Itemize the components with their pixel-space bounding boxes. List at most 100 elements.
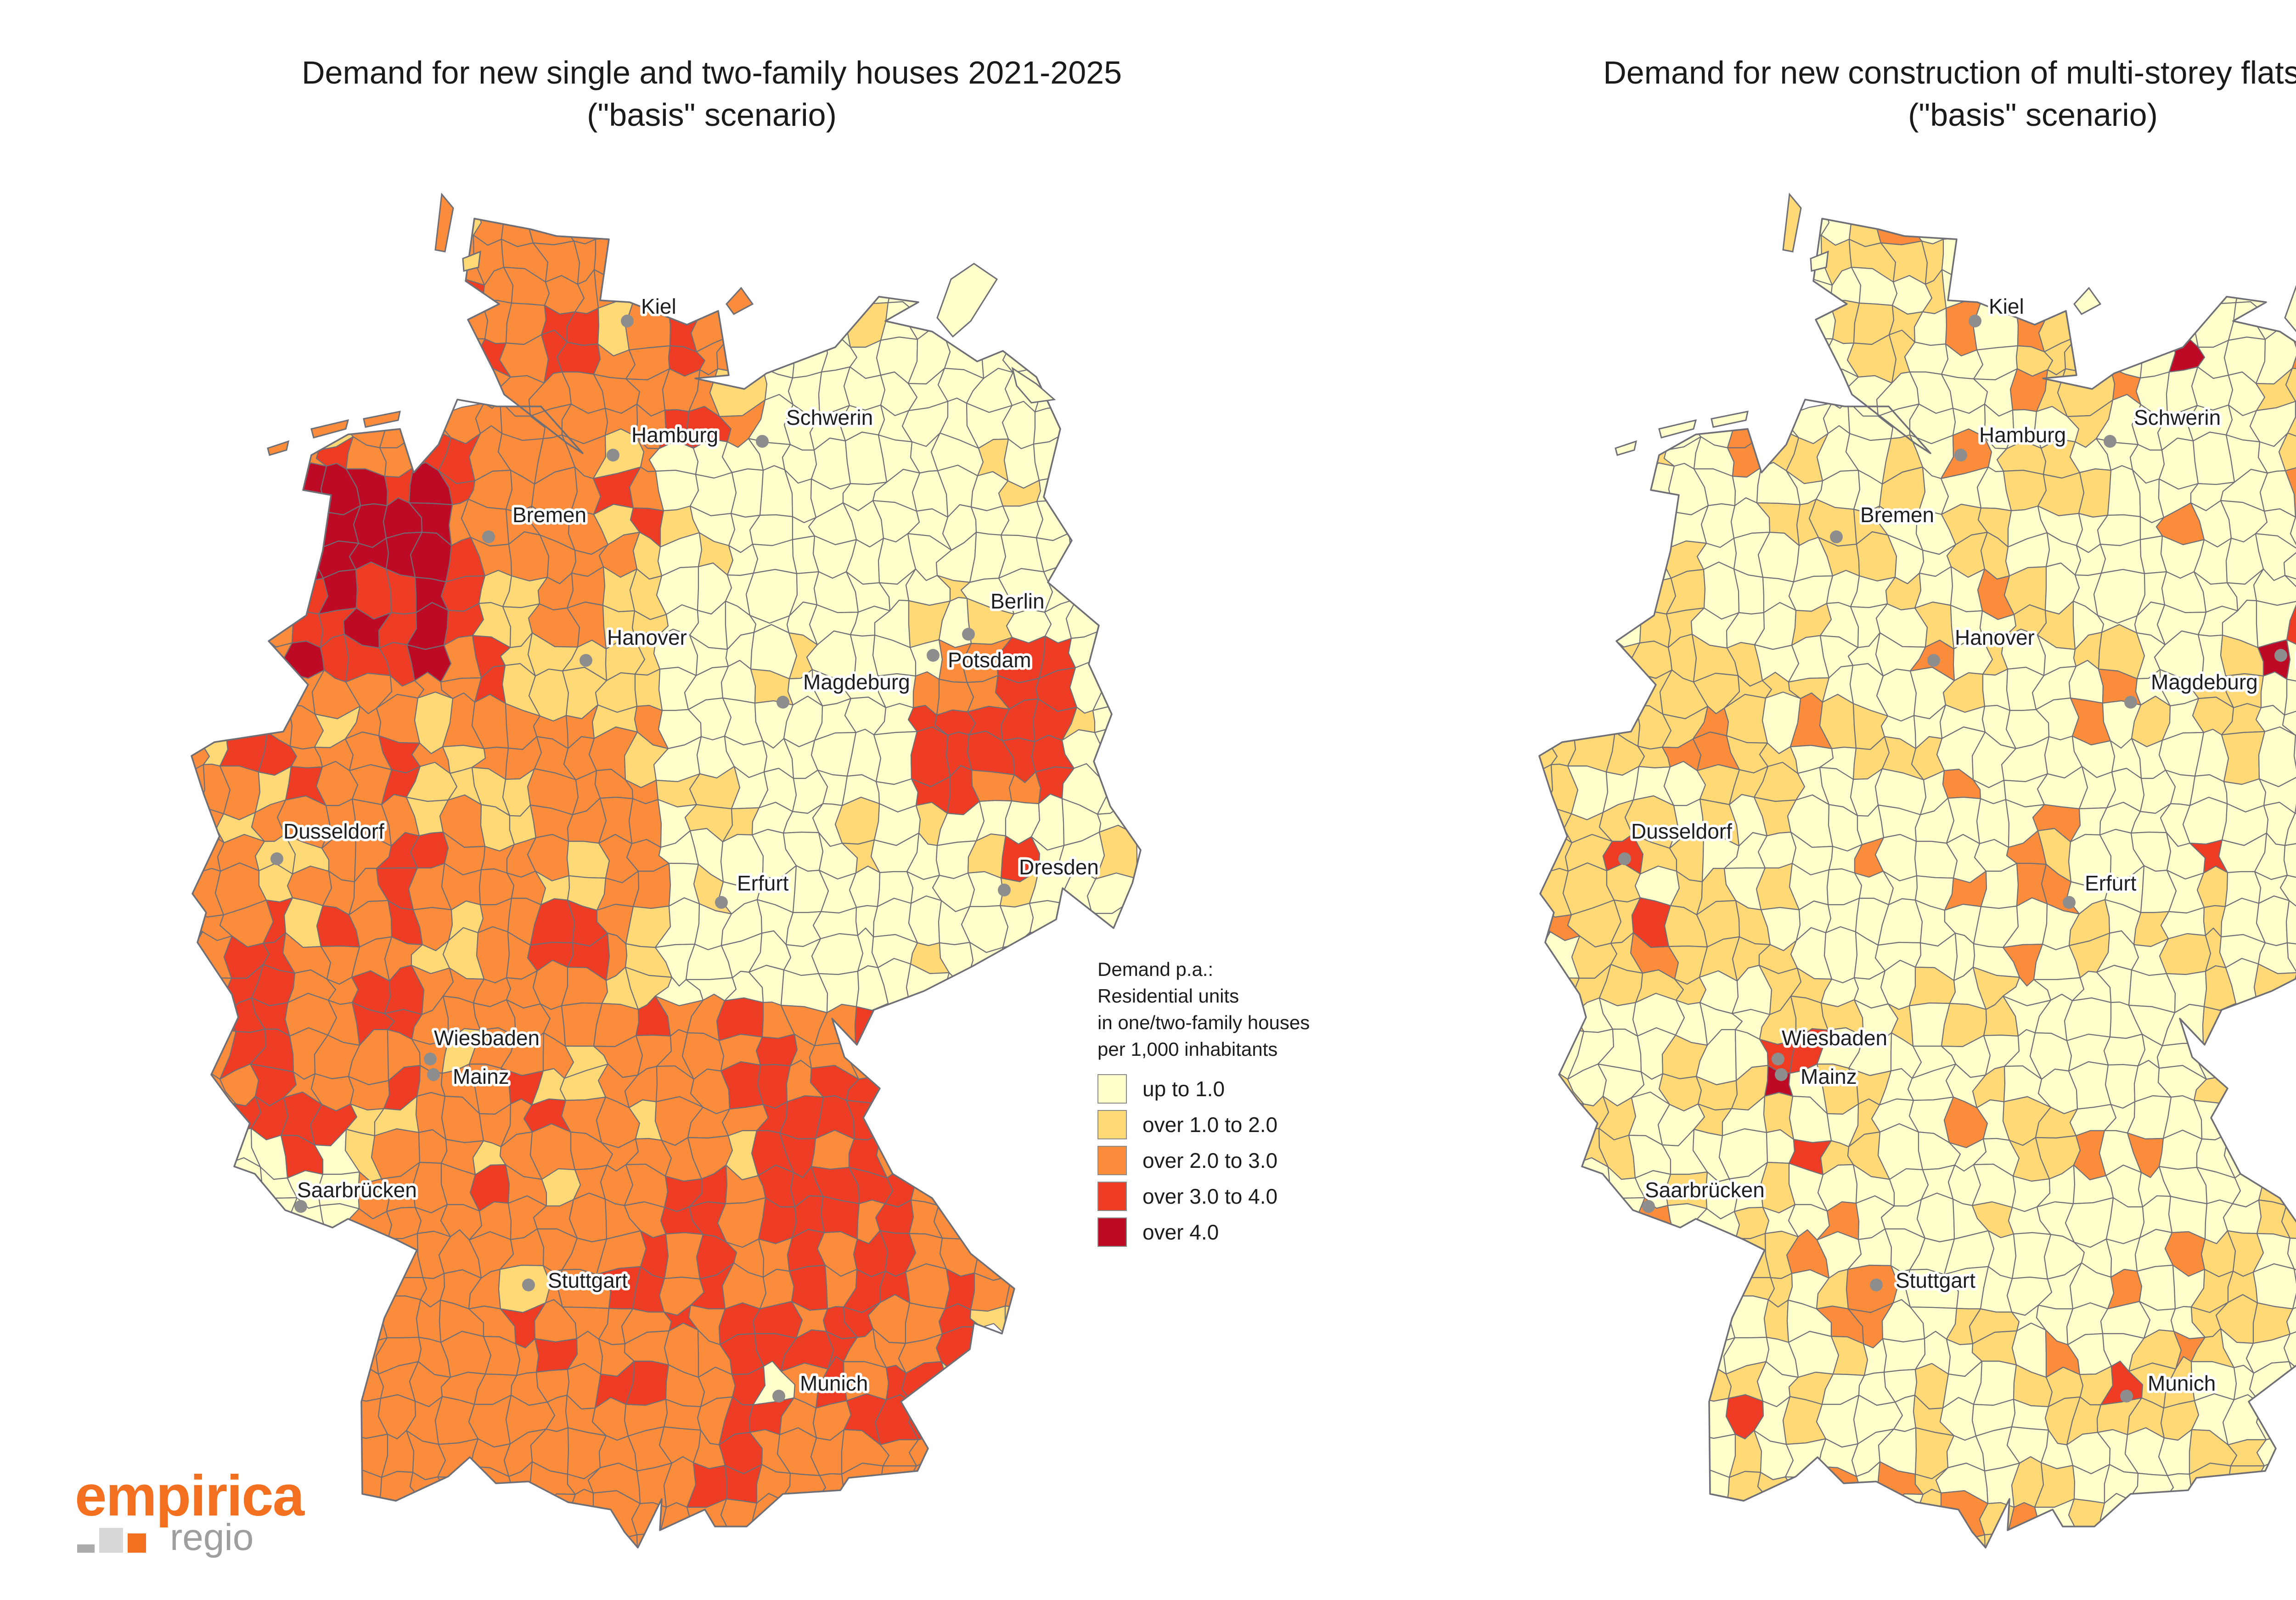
city-marker: [2120, 1390, 2133, 1403]
district-cell: [2253, 568, 2296, 606]
legend-swatch-class4: [1097, 1217, 1127, 1247]
district-cell: [2278, 432, 2296, 477]
city-label: Hamburg: [1979, 423, 2066, 447]
logo-brand-text: empirica: [75, 1464, 304, 1528]
city-label: Dusseldorf: [1631, 819, 1732, 843]
legend-item: over 1.0 to 2.0: [1097, 1107, 1382, 1143]
district-cell: [933, 1202, 983, 1240]
logo-bar-chart-icon: [77, 1526, 146, 1553]
country-outline: [1538, 218, 2296, 1549]
district-cell: [1632, 546, 1672, 583]
legend-item: over 2.0 to 3.0: [1097, 1143, 1382, 1178]
city-marker: [2124, 696, 2137, 709]
district-cell: [527, 219, 575, 246]
city-label: Erfurt: [737, 871, 789, 895]
city-label: Stuttgart: [1896, 1268, 1975, 1292]
city-marker: [522, 1279, 535, 1291]
legend-intro-line: in one/two-family houses: [1097, 1012, 1310, 1033]
city-marker: [1775, 1068, 1788, 1081]
city-layer: KielHamburgSchwerinBremenHanoverBerlinPo…: [1618, 292, 2296, 1403]
district-cell: [2103, 1033, 2146, 1067]
city-label: Berlin: [990, 589, 1045, 613]
district-cell: [1096, 601, 1126, 635]
district-cell: [1691, 1432, 1736, 1478]
district-cell: [1904, 341, 1949, 375]
title-line-1: Demand for new single and two-family hou…: [301, 55, 1122, 90]
city-label: Hanover: [1955, 625, 2035, 649]
district-cell: [439, 301, 489, 345]
legend-label: over 1.0 to 2.0: [1142, 1113, 1278, 1137]
district-cell: [1574, 1157, 1611, 1212]
district-cell: [1539, 899, 1551, 941]
map-title-houses: Demand for new single and two-family hou…: [161, 51, 1263, 136]
country-outline: [191, 218, 1142, 1549]
district-cell: [2279, 872, 2296, 913]
district-cell: [2258, 726, 2296, 788]
island: [1011, 366, 1056, 404]
city-marker: [270, 852, 283, 865]
city-label: Wiesbaden: [434, 1026, 540, 1050]
district-cell: [1095, 625, 1136, 671]
city-marker: [1969, 315, 1981, 327]
district-cell: [2284, 678, 2296, 716]
legend-label: over 4.0: [1142, 1220, 1219, 1244]
city-label: Schwerin: [2134, 406, 2221, 429]
district-cell: [1539, 764, 1553, 816]
district-cell: [1094, 726, 1137, 779]
island: [363, 411, 401, 428]
logo-sub-text: regio: [170, 1516, 254, 1558]
city-label: Magdeburg: [2151, 670, 2258, 694]
choropleth-map-flats: KielHamburgSchwerinBremenHanoverBerlinPo…: [1538, 192, 2296, 1549]
district-cell: [2283, 531, 2296, 583]
city-marker: [1870, 1279, 1883, 1291]
district-cell: [873, 731, 918, 785]
district-cell: [730, 468, 764, 518]
city-marker: [580, 654, 592, 667]
legend-swatch-class0: [1097, 1074, 1127, 1104]
district-cell: [2284, 575, 2296, 602]
district-cell: [1941, 237, 1979, 278]
district-cell: [2285, 367, 2296, 404]
city-layer: KielHamburgSchwerinBremenHanoverBerlinPo…: [270, 292, 1101, 1403]
district-mosaic: [191, 219, 1138, 1548]
city-marker: [1954, 449, 1967, 462]
city-marker: [2274, 649, 2287, 662]
city-marker: [1642, 1200, 1655, 1213]
city-label: Kiel: [1989, 294, 2024, 318]
island: [434, 192, 454, 253]
district-cell: [1630, 571, 1677, 615]
district-cell: [2293, 731, 2296, 777]
district-cell: [2286, 597, 2296, 648]
district-cell: [2253, 1162, 2296, 1206]
legend-swatch-class3: [1097, 1182, 1127, 1211]
district-cell: [407, 408, 452, 439]
district-cell: [635, 1533, 660, 1548]
island: [1782, 192, 1802, 253]
city-label: Dusseldorf: [283, 819, 384, 843]
city-marker: [1927, 654, 1940, 667]
district-cell: [2221, 731, 2266, 785]
city-marker: [1772, 1053, 1784, 1065]
city-label: Stuttgart: [548, 1268, 628, 1292]
city-marker: [427, 1068, 440, 1081]
district-cell: [556, 341, 601, 375]
district-cell: [910, 726, 951, 788]
city-marker: [1618, 852, 1631, 865]
district-cell: [259, 602, 294, 648]
title-line-2: ("basis" scenario): [587, 97, 837, 133]
city-marker: [756, 435, 769, 448]
district-cell: [2283, 840, 2296, 879]
island: [2073, 287, 2102, 315]
district-cell: [2284, 800, 2296, 846]
city-marker: [482, 530, 495, 543]
city-label: Dresden: [1019, 855, 1099, 879]
district-cell: [752, 539, 798, 575]
district-cell: [226, 1157, 263, 1212]
city-marker: [621, 315, 634, 327]
district-cell: [2099, 1493, 2141, 1545]
city-marker: [772, 1390, 785, 1403]
legend-swatch-class2: [1097, 1146, 1127, 1175]
legend-intro: Demand p.a.: Residential units in one/tw…: [1097, 956, 1382, 1063]
map-title-flats: Demand for new construction of multi-sto…: [1482, 51, 2296, 136]
